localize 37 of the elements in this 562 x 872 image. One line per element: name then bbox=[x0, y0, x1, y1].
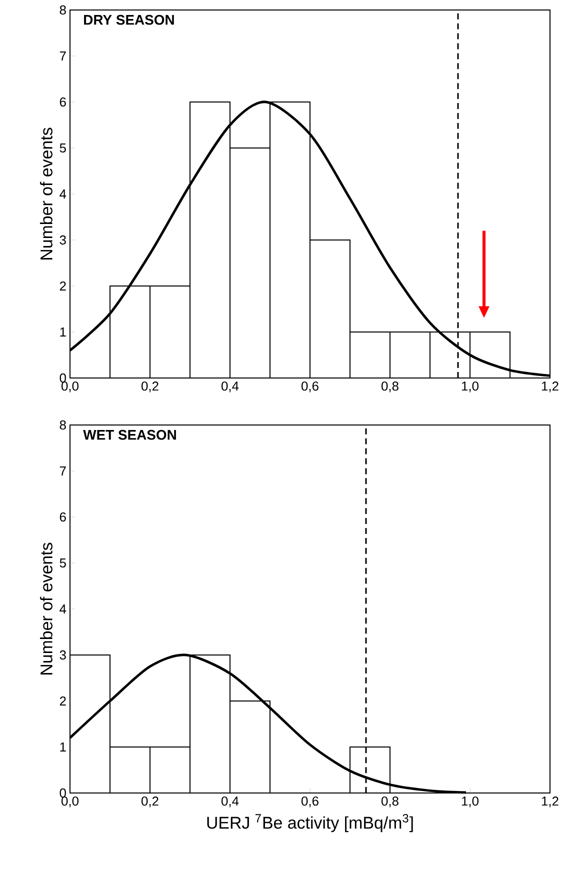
y-tick-label: 5 bbox=[60, 558, 66, 568]
x-tick-label: 0,0 bbox=[61, 796, 78, 808]
x-tick-label: 0,2 bbox=[141, 796, 158, 808]
y-tick-label: 7 bbox=[60, 466, 66, 476]
y-tick-label: 1 bbox=[60, 742, 66, 752]
y-tick-label: 4 bbox=[59, 604, 66, 614]
y-tick-label: 7 bbox=[60, 52, 66, 60]
x-tick-label: 0,4 bbox=[221, 382, 238, 392]
x-tick-label: 0,4 bbox=[221, 796, 238, 808]
x-tick-label: 0,6 bbox=[301, 382, 318, 392]
x-tick-label: 0,6 bbox=[301, 796, 318, 808]
x-tick-label: 1,2 bbox=[542, 796, 558, 808]
y-axis-title: Number of events bbox=[40, 128, 52, 260]
chart-title: DRY SEASON bbox=[84, 14, 174, 25]
y-tick-label: 0 bbox=[60, 788, 66, 798]
chart-title: WET SEASON bbox=[82, 430, 176, 440]
x-tick-label: 1,2 bbox=[542, 382, 558, 392]
x-tick-label: 0,0 bbox=[61, 382, 78, 392]
y-tick-label: 3 bbox=[60, 235, 66, 245]
x-tick-label: 1,0 bbox=[462, 796, 478, 808]
y-tick-label: 3 bbox=[60, 650, 66, 660]
y-tick-label: 6 bbox=[60, 97, 66, 107]
y-axis-title: Number of events bbox=[40, 542, 52, 674]
y-tick-label: 2 bbox=[60, 281, 66, 291]
y-tick-label: 0 bbox=[60, 373, 66, 383]
y-tick-label: 6 bbox=[60, 512, 66, 522]
y-tick-label: 2 bbox=[60, 696, 66, 706]
y-tick-label: 8 bbox=[60, 420, 66, 430]
y-tick-label: 4 bbox=[59, 190, 66, 198]
x-axis-title: UERJ $^{7}$Be activity [mBq/m$^{3}$] bbox=[207, 814, 413, 832]
y-tick-label: 5 bbox=[60, 143, 66, 153]
x-tick-label: 1,0 bbox=[462, 382, 478, 392]
y-tick-label: 1 bbox=[60, 328, 66, 336]
x-tick-label: 0,2 bbox=[141, 382, 158, 392]
y-tick-label: 8 bbox=[60, 5, 66, 15]
x-tick-label: 0,8 bbox=[381, 382, 398, 392]
x-tick-label: 0,8 bbox=[381, 796, 398, 808]
